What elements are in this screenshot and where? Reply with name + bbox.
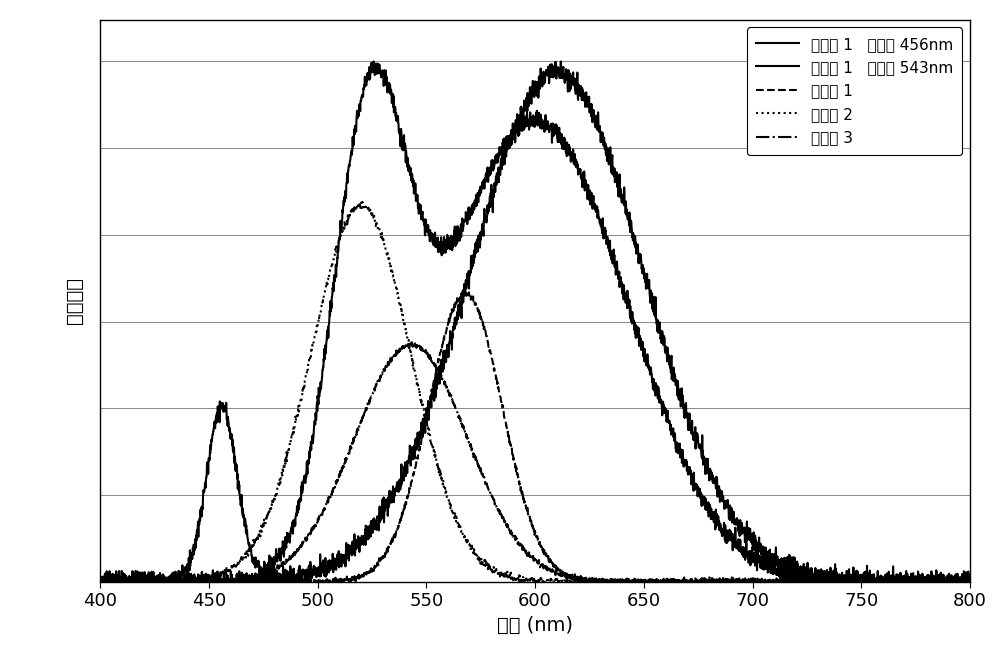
实施例 1   激发光 543nm [94,573,106,581]
Line: 比较例 3: 比较例 3 [100,342,970,582]
比较例 1 [94,578,106,586]
实施例 1   激发光 456nm [368,58,380,65]
Line: 实施例 1   激发光 543nm: 实施例 1 激发光 543nm [100,61,970,582]
比较例 3 [947,578,959,586]
比较例 1 [947,578,959,586]
实施例 1   激发光 543nm [854,578,866,586]
实施例 1   激发光 456nm [947,578,959,586]
比较例 3 [853,577,865,585]
比较例 3 [428,360,440,368]
比较例 3 [193,578,205,586]
比较例 2 [466,539,478,547]
比较例 1 [245,578,257,586]
比较例 3 [94,578,106,586]
Y-axis label: 发光强度: 发光强度 [65,277,84,325]
比较例 1 [428,378,440,386]
实施例 1   激发光 456nm [964,572,976,580]
比较例 3 [466,446,478,454]
比较例 1 [466,293,478,301]
实施例 1   激发光 456nm [194,515,206,523]
实施例 1   激发光 543nm [428,383,440,391]
实施例 1   激发光 543nm [466,265,478,273]
比较例 2 [94,578,106,586]
比较例 1 [853,578,865,586]
实施例 1   激发光 543nm [964,574,976,582]
实施例 1   激发光 456nm [95,578,107,586]
Line: 比较例 2: 比较例 2 [100,202,970,582]
实施例 1   激发光 456nm [466,201,478,209]
比较例 1 [457,286,469,294]
Line: 实施例 1   激发光 456nm: 实施例 1 激发光 456nm [100,61,970,582]
比较例 2 [245,541,257,549]
实施例 1   激发光 456nm [854,574,866,582]
比较例 3 [245,572,257,580]
比较例 1 [193,578,205,586]
比较例 3 [964,576,976,584]
比较例 2 [428,444,440,452]
实施例 1   激发光 543nm [95,578,107,586]
比较例 3 [406,338,418,346]
Line: 比较例 1: 比较例 1 [100,290,970,582]
实施例 1   激发光 543nm [194,572,206,580]
比较例 2 [357,198,369,206]
X-axis label: 波长 (nm): 波长 (nm) [497,615,573,635]
实施例 1   激发光 543nm [947,578,959,586]
比较例 2 [853,577,865,585]
比较例 1 [964,577,976,585]
比较例 2 [193,576,205,584]
比较例 2 [964,578,976,586]
实施例 1   激发光 456nm [428,239,440,247]
比较例 2 [947,578,959,586]
实施例 1   激发光 543nm [555,58,567,65]
实施例 1   激发光 456nm [94,572,106,580]
Legend: 实施例 1   激发光 456nm, 实施例 1   激发光 543nm, 比较例 1, 比较例 2, 比较例 3: 实施例 1 激发光 456nm, 实施例 1 激发光 543nm, 比较例 1,… [747,28,962,155]
实施例 1   激发光 456nm [245,545,257,553]
实施例 1   激发光 543nm [245,572,257,580]
